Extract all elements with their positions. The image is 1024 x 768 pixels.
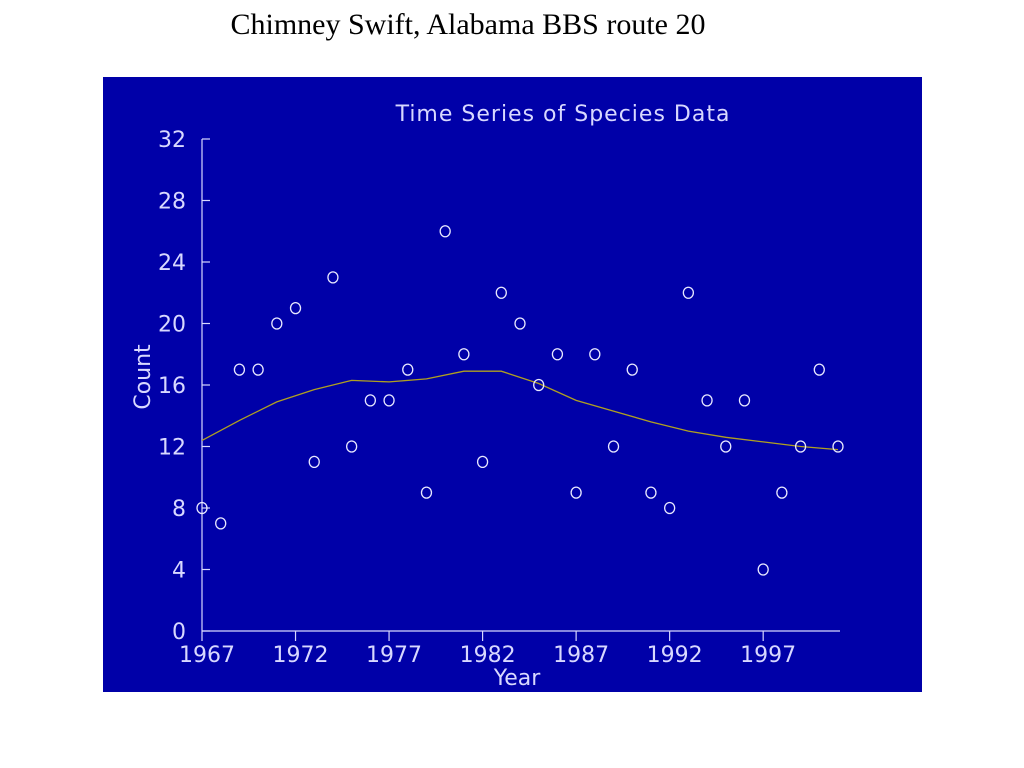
- data-point: [476, 455, 489, 469]
- y-axis-label: Count: [131, 344, 156, 410]
- data-point: [757, 563, 769, 576]
- y-tick-label: 8: [172, 497, 186, 522]
- data-point: [738, 394, 751, 407]
- data-point: [402, 363, 414, 376]
- data-point: [308, 455, 320, 469]
- data-point: [832, 440, 844, 453]
- data-point: [271, 317, 283, 330]
- x-tick-label: 1992: [647, 643, 703, 668]
- data-point: [589, 348, 601, 361]
- y-tick-label: 32: [158, 128, 186, 153]
- x-axis-label: Year: [493, 666, 542, 691]
- data-point: [289, 301, 302, 315]
- data-point: [233, 363, 246, 376]
- data-point: [701, 394, 713, 407]
- data-point: [439, 225, 451, 238]
- trend-line: [201, 370, 839, 451]
- points-layer: [196, 225, 844, 576]
- data-point: [570, 486, 582, 499]
- x-tick-label: 1972: [273, 643, 329, 668]
- chart-panel: Time Series of Species Data 0 4 8 12 16 20 24 2…: [103, 77, 922, 692]
- data-point: [215, 517, 227, 530]
- y-tick-label: 12: [158, 436, 186, 461]
- x-tick-label: 1982: [460, 643, 516, 668]
- scatter-chart: Time Series of Species Data 0 4 8 12 16 20 24 2…: [103, 77, 922, 692]
- data-point: [345, 440, 358, 453]
- data-point: [813, 363, 825, 376]
- data-point: [720, 440, 732, 453]
- data-point: [514, 317, 526, 330]
- x-tick-label: 1967: [179, 643, 235, 668]
- data-point: [196, 501, 208, 515]
- data-point: [383, 394, 395, 407]
- y-tick-label: 20: [158, 313, 186, 338]
- data-point: [682, 286, 695, 299]
- y-tick-label: 24: [158, 251, 186, 276]
- chart-title: Time Series of Species Data: [395, 102, 731, 127]
- y-tick-label: 16: [158, 374, 186, 399]
- x-tick-label: 1987: [553, 643, 609, 668]
- data-point: [327, 271, 339, 284]
- data-point: [551, 348, 564, 361]
- data-point: [364, 394, 377, 407]
- trend-layer: [201, 370, 839, 451]
- data-point: [495, 286, 507, 299]
- y-tick-label: 4: [172, 559, 186, 584]
- data-point: [533, 378, 545, 392]
- y-tick-label: 0: [172, 620, 186, 645]
- y-tick-label: 28: [158, 190, 186, 215]
- x-tick-label: 1977: [366, 643, 422, 668]
- data-point: [645, 486, 657, 499]
- x-tick-label: 1997: [740, 643, 796, 668]
- axes: 0 4 8 12 16 20 24 28 32 1967 1972 1977 1982 1987 1992 1…: [158, 128, 840, 668]
- data-point: [776, 486, 788, 499]
- data-point: [607, 440, 620, 453]
- data-point: [458, 348, 470, 361]
- chart-background: [103, 77, 922, 692]
- data-point: [794, 440, 807, 453]
- slide-title: Chimney Swift, Alabama BBS route 20: [230, 8, 706, 41]
- data-point: [626, 363, 638, 376]
- data-point: [252, 363, 264, 376]
- data-point: [420, 486, 433, 499]
- data-point: [663, 501, 676, 515]
